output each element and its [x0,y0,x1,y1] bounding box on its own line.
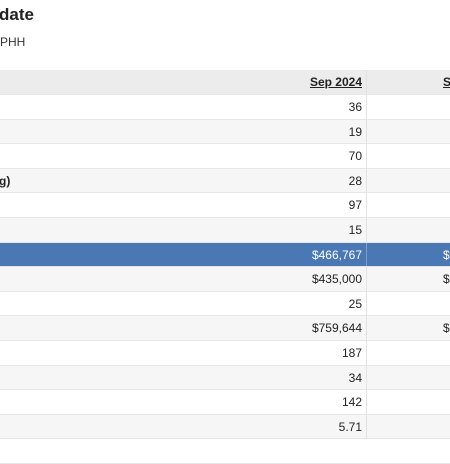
column-header[interactable]: S [443,75,450,89]
table-row[interactable]: 142 [0,390,450,415]
page-subtitle: PHH [0,35,26,49]
table-row [0,439,450,464]
table-row[interactable]: g) 28 [0,168,450,194]
table-row[interactable]: 25 [0,291,450,317]
table-row[interactable]: 187 [0,340,450,366]
table-cell: $ [443,321,450,336]
table-row[interactable]: 19 [0,119,450,145]
column-divider [366,119,367,144]
table-cell: 187 [341,345,362,360]
column-divider [366,70,367,94]
column-divider [366,242,367,267]
table-row[interactable]: 34 [0,365,450,391]
column-header[interactable]: Sep 2024 [309,75,362,89]
table-cell: 34 [348,370,362,385]
table-cell: 70 [348,149,362,164]
row-label: g) [0,173,11,188]
table-cell: $435,000 [311,272,362,287]
table-row[interactable]: 97 [0,193,450,218]
table-row[interactable]: $466,767 $ [0,242,450,268]
table-cell: $759,644 [311,321,362,336]
column-divider [366,193,367,217]
table-cell: 142 [341,395,362,410]
table-row[interactable]: $759,644 $ [0,316,450,341]
column-divider [366,414,367,439]
table-cell: 97 [348,198,362,213]
column-divider [366,340,367,365]
table-cell: 25 [348,296,362,311]
column-divider [366,365,367,390]
page: date PHH Sep 2024 S 36 19 70 g) 28 97 15 $466,767… [0,5,450,464]
table-row[interactable]: 15 [0,217,450,243]
column-divider [366,144,367,168]
column-divider [366,267,367,291]
table-cell: 36 [348,100,362,114]
table-cell: $ [443,247,450,262]
column-divider [366,217,367,242]
column-divider [366,168,367,193]
column-divider [366,95,367,119]
data-table: Sep 2024 S 36 19 70 g) 28 97 15 $466,767 $ $435,000… [0,70,450,464]
table-row[interactable]: 5.71 [0,414,450,440]
page-title: date [0,5,34,24]
table-cell: 28 [348,173,362,188]
table-row[interactable]: 70 [0,144,450,169]
column-divider [366,390,367,414]
table-cell: 19 [348,124,362,139]
table-row[interactable]: $435,000 $ [0,267,450,292]
table-cell: $ [443,272,450,287]
column-divider [366,316,367,340]
table-cell: 15 [348,222,362,237]
table-row[interactable]: 36 [0,95,450,120]
header-row: Sep 2024 S [0,70,450,95]
table-cell: $466,767 [311,247,362,262]
table-cell: 5.71 [338,419,362,434]
column-divider [366,291,367,316]
